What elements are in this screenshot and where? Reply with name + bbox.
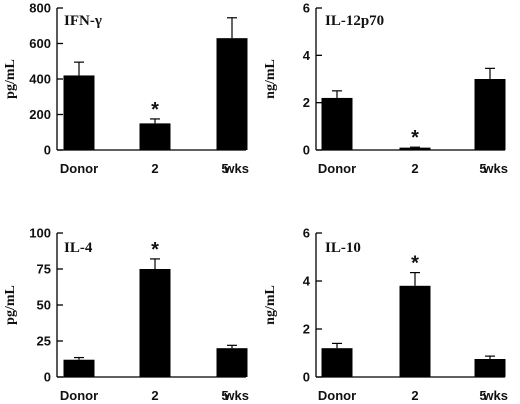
bar bbox=[321, 348, 353, 377]
y-axis-label: ng/mL bbox=[263, 59, 278, 99]
significance-star: * bbox=[411, 127, 419, 149]
y-axis-label: pg/mL bbox=[3, 285, 18, 325]
panel-title: IL-4 bbox=[64, 240, 93, 256]
y-tick-label: 400 bbox=[29, 72, 51, 87]
y-tick-label: 4 bbox=[303, 48, 311, 63]
y-tick-label: 0 bbox=[303, 370, 310, 385]
bar bbox=[399, 147, 431, 150]
x-tick-label: Donor bbox=[318, 388, 356, 403]
y-tick-label: 600 bbox=[29, 36, 51, 51]
y-axis-label: pg/mL bbox=[3, 59, 18, 99]
y-tick-label: 6 bbox=[303, 1, 310, 16]
significance-star: * bbox=[411, 253, 419, 275]
y-tick-label: 75 bbox=[37, 262, 51, 277]
x-unit-label: wks bbox=[223, 388, 249, 403]
y-tick-label: 2 bbox=[303, 322, 310, 337]
x-tick-label: Donor bbox=[60, 161, 98, 176]
x-tick-label: Donor bbox=[60, 388, 98, 403]
x-tick-label: 5 bbox=[221, 161, 228, 176]
y-tick-label: 800 bbox=[29, 1, 51, 16]
x-unit-label: wks bbox=[482, 161, 508, 176]
bar bbox=[139, 269, 171, 377]
y-tick-label: 25 bbox=[37, 334, 51, 349]
x-unit-label: wks bbox=[482, 388, 508, 403]
x-tick-label: 5 bbox=[479, 161, 486, 176]
x-tick-label: 5 bbox=[221, 388, 228, 403]
panel-title: IL-10 bbox=[325, 240, 361, 256]
bar bbox=[474, 359, 506, 377]
y-tick-label: 0 bbox=[303, 143, 310, 158]
bar bbox=[399, 285, 431, 377]
bar bbox=[216, 348, 248, 377]
x-tick-label: 5 bbox=[479, 388, 486, 403]
y-tick-label: 50 bbox=[37, 298, 51, 313]
x-tick-label: Donor bbox=[318, 161, 356, 176]
panel-title: IFN-γ bbox=[64, 13, 102, 29]
x-tick-label: 2 bbox=[151, 388, 158, 403]
bar bbox=[474, 79, 506, 150]
y-axis-label: ng/mL bbox=[263, 285, 278, 325]
y-tick-label: 2 bbox=[303, 95, 310, 110]
bar bbox=[216, 38, 248, 150]
significance-star: * bbox=[151, 99, 159, 121]
bar bbox=[63, 75, 95, 150]
x-tick-label: 2 bbox=[411, 388, 418, 403]
y-tick-label: 0 bbox=[44, 370, 51, 385]
y-tick-label: 4 bbox=[303, 274, 311, 289]
bar bbox=[321, 97, 353, 150]
significance-star: * bbox=[151, 239, 159, 261]
y-tick-label: 200 bbox=[29, 107, 51, 122]
x-unit-label: wks bbox=[223, 161, 249, 176]
panel-title: IL-12p70 bbox=[325, 13, 384, 29]
y-tick-label: 100 bbox=[29, 226, 51, 241]
x-tick-label: 2 bbox=[411, 161, 418, 176]
x-tick-label: 2 bbox=[151, 161, 158, 176]
bar bbox=[63, 359, 95, 377]
bar bbox=[139, 123, 171, 150]
y-tick-label: 0 bbox=[44, 143, 51, 158]
y-tick-label: 6 bbox=[303, 226, 310, 241]
